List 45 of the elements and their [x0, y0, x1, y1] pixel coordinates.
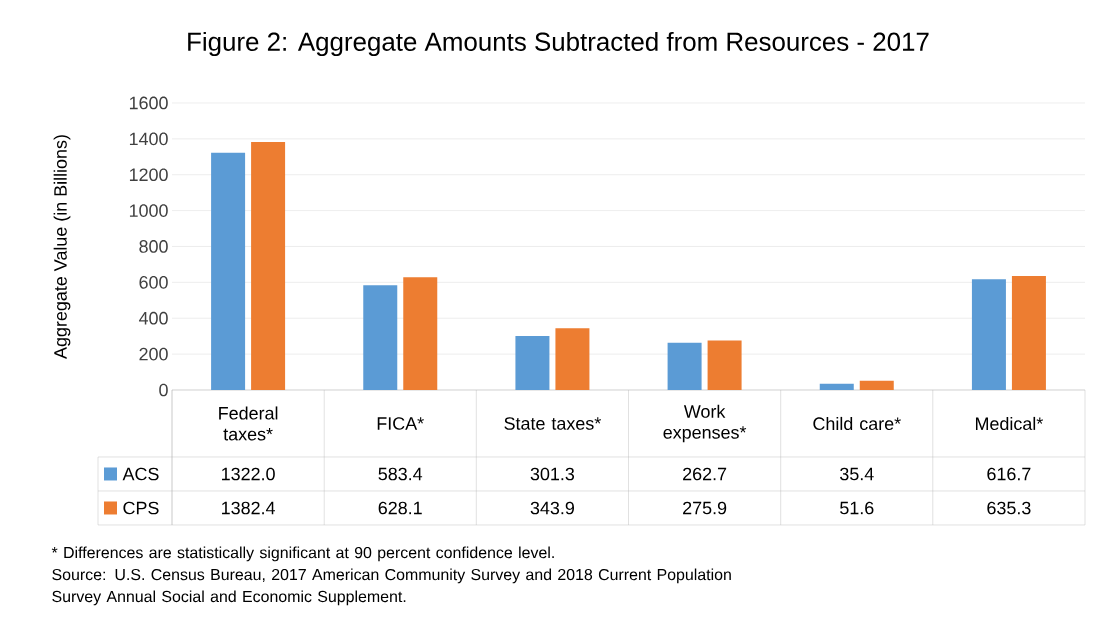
bar: [971, 279, 1006, 390]
y-tick-label: 1600: [129, 96, 168, 110]
data-label: 275.9: [683, 501, 727, 515]
y-tick-label: 400: [138, 311, 168, 325]
data-label: 301.3: [530, 467, 575, 481]
y-tick-label: 1400: [129, 132, 168, 146]
bar: [819, 383, 854, 390]
data-label: 35.4: [840, 467, 874, 481]
bar: [363, 285, 398, 390]
bar: [403, 277, 438, 390]
source-note: Source: U.S. Census Bureau, 2017 American Community Survey and 2018 Current Population Survey Annual Social and Economic Supplement.: [52, 568, 731, 606]
bar: [1011, 276, 1046, 390]
y-tick-label: 1200: [129, 168, 168, 182]
bar: [555, 328, 590, 390]
x-tick-label: FICA*: [377, 417, 424, 430]
data-label: 628.1: [378, 501, 422, 515]
legend-label: ACS: [122, 467, 159, 481]
data-label: 262.7: [683, 467, 727, 481]
bar: [859, 380, 894, 390]
data-label: 583.4: [378, 467, 423, 481]
bar: [667, 342, 702, 390]
x-tick-label: Medical*: [975, 416, 1043, 431]
data-label: 616.7: [987, 467, 1031, 481]
y-tick-label: 200: [139, 347, 168, 361]
chart-title: Figure 2: Aggregate Amounts Subtracted from Resources - 2017: [188, 31, 929, 57]
data-label: 51.6: [840, 501, 874, 515]
y-tick-label: 800: [139, 240, 168, 253]
bar: [707, 340, 742, 390]
data-label: 343.9: [530, 501, 574, 515]
text: * Differences are statistically significant at 90 percent confidence level.: [51, 546, 554, 562]
y-tick-label: 1000: [129, 204, 168, 217]
bar: [211, 152, 246, 390]
data-label: 635.3: [987, 501, 1031, 515]
bar: [251, 142, 286, 390]
bar: [515, 335, 550, 390]
x-tick-label: State taxes*: [504, 417, 601, 430]
x-tick-label: Child care*: [813, 416, 901, 431]
y-axis-title: Aggregate Value (in Billions): [53, 135, 71, 359]
y-tick-label: 600: [139, 276, 168, 289]
data-label: 1382.4: [222, 501, 275, 515]
x-tick-label: Work expenses*: [663, 404, 747, 443]
legend-label: CPS: [123, 501, 159, 515]
y-tick-label: 0: [159, 383, 168, 397]
x-tick-label: Federal taxes*: [219, 406, 278, 441]
data-label: 1322.0: [222, 467, 275, 481]
